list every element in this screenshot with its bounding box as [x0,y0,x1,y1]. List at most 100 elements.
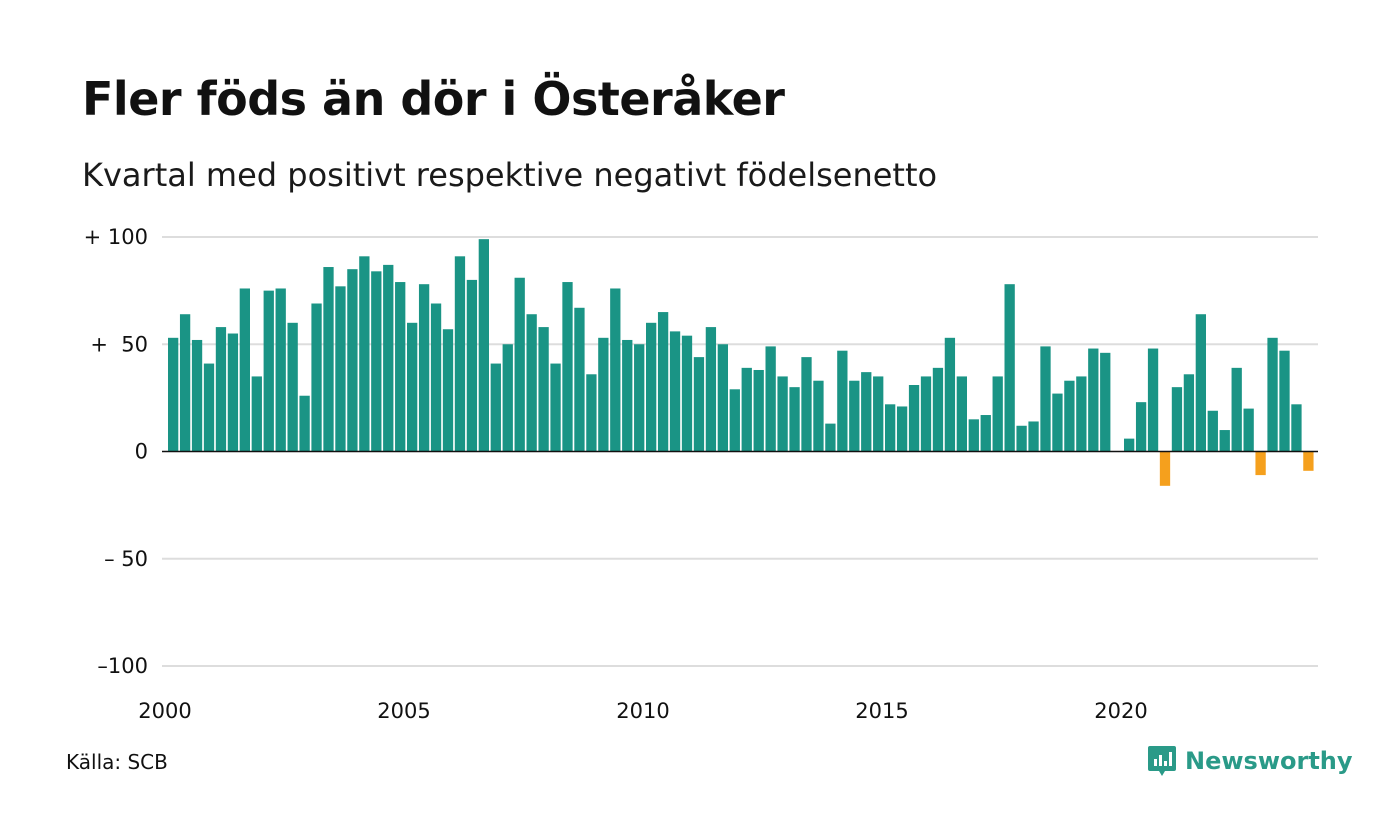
bar [1219,430,1230,452]
bar [1088,348,1099,452]
bar [1016,425,1027,452]
y-tick-label: – 50 [104,547,148,571]
y-tick-label: + 100 [84,225,148,249]
bar [705,327,717,452]
bar [598,337,609,452]
bar [227,333,239,452]
bar [1267,337,1278,452]
bar [657,312,669,452]
bar [896,406,908,452]
bar [263,290,274,452]
y-tick-label: + 50 [90,332,148,356]
bar [1231,367,1242,452]
bar [215,327,227,452]
bar [777,376,788,452]
chart-subtitle: Kvartal med positivt respektive negativt… [82,156,938,194]
bar [801,357,812,452]
bar [920,376,932,452]
bar [179,314,191,452]
bar [944,337,956,452]
bar [885,404,896,452]
bar [1028,421,1039,452]
bar [1100,352,1111,452]
bar [418,284,430,452]
bar [1064,380,1075,452]
bar [371,271,382,452]
bar [478,239,489,452]
bar [729,389,740,452]
bar [669,331,681,452]
bar [1303,451,1314,471]
bar [873,376,884,452]
bars [168,239,1314,486]
bar [299,395,310,452]
bar [861,372,872,452]
brand-name: Newsworthy [1185,747,1353,775]
bar [1147,348,1159,452]
bar [693,357,705,452]
bar [275,288,286,452]
bar [980,415,991,452]
x-axis-labels: 2000 2005 2010 2015 2020 [138,699,1147,723]
y-tick-label: 0 [135,440,148,464]
bar [490,363,501,452]
bar [502,344,513,452]
bar [347,269,358,452]
bar [813,380,824,452]
bar [992,376,1003,452]
bar [538,327,549,452]
bar [837,350,848,452]
bar [251,376,262,452]
bar [526,314,537,452]
bar [203,363,215,452]
bar [407,322,418,452]
x-tick-label: 2010 [616,699,669,723]
bar [741,367,752,452]
bar [562,282,573,452]
bar [1076,376,1087,452]
bar [1052,393,1063,452]
bar [646,322,657,452]
bar [1171,387,1183,452]
bar [335,286,346,452]
y-axis-labels: + 100 + 50 0 – 50 –100 [84,225,148,678]
bar [1124,438,1135,452]
bar [968,419,979,452]
grid-lines [162,236,1318,667]
chart-title: Fler föds än dör i Österåker [82,72,785,126]
bar [765,346,776,452]
bar [323,267,334,452]
bar [383,264,394,452]
bar [956,376,967,452]
bar [550,363,561,452]
bar [825,423,836,452]
bar [466,279,478,452]
bar [168,337,179,452]
bar [1004,284,1015,452]
bar [717,344,728,452]
y-tick-label: –100 [97,654,148,678]
brand-logo[interactable]: Newsworthy [1147,744,1353,778]
bar [908,385,920,452]
bar [454,256,466,452]
x-tick-label: 2015 [855,699,908,723]
x-tick-label: 2005 [377,699,430,723]
bar [1159,451,1171,486]
bar [622,339,633,452]
bar [1255,451,1266,476]
bar [634,344,645,452]
bar [239,288,250,452]
newsworthy-logo-icon [1148,746,1176,776]
bar [681,335,693,452]
bar [932,367,944,452]
bar [311,303,322,452]
bar [753,369,764,452]
x-tick-label: 2020 [1094,699,1147,723]
bar [430,303,442,452]
bar [574,307,585,452]
bar [1291,404,1302,452]
bar [514,277,525,452]
bar [1279,350,1290,452]
bar [789,387,800,452]
